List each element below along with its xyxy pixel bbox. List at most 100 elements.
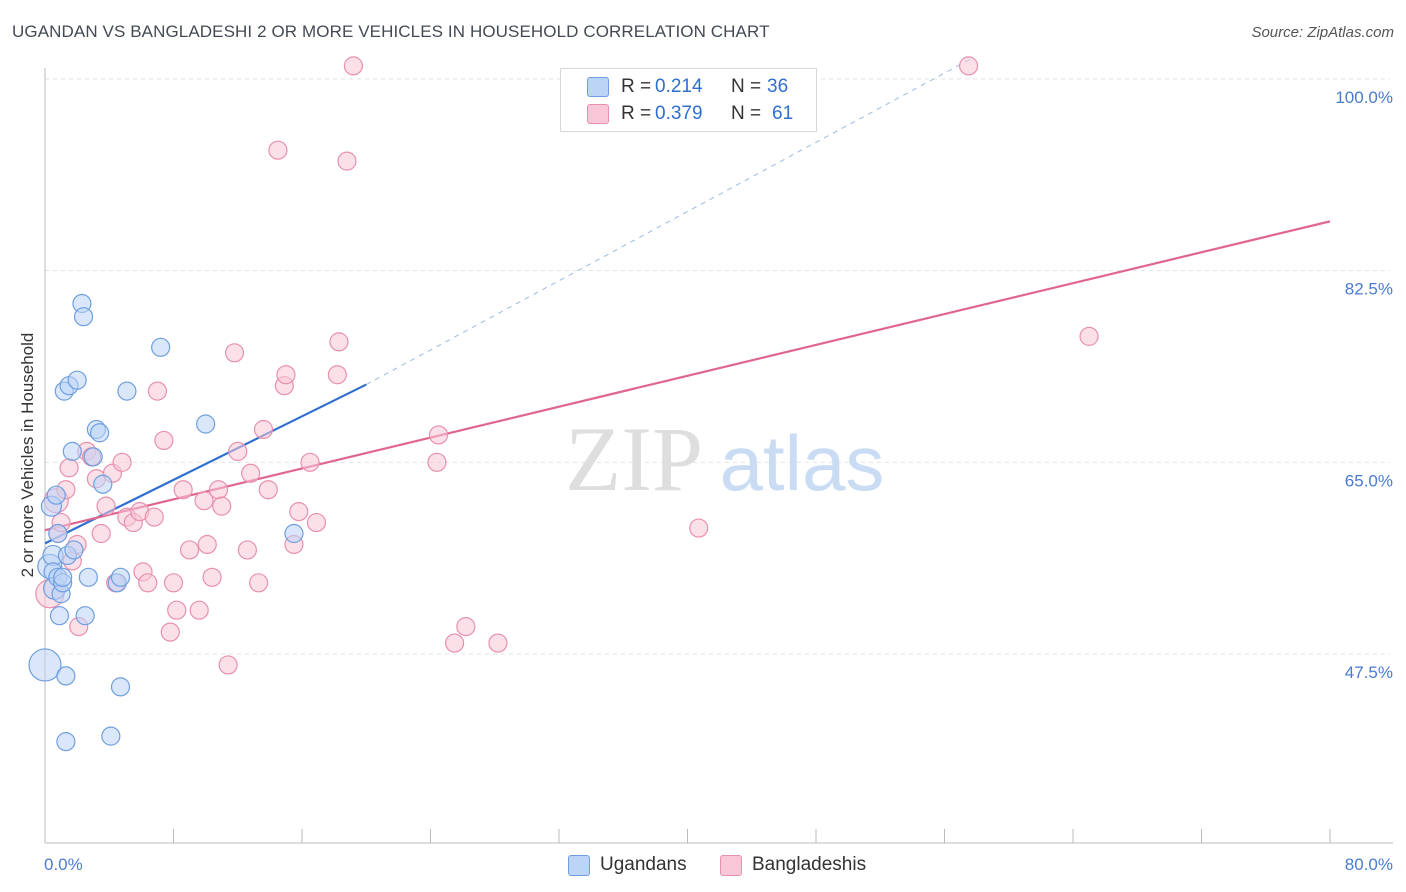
data-point: [237, 540, 257, 560]
data-point: [329, 332, 349, 352]
data-point: [488, 633, 508, 653]
legend-label: Bangladeshis: [752, 854, 867, 875]
data-point: [208, 480, 229, 500]
data-point: [90, 423, 110, 443]
bangladeshis-swatch: [587, 104, 609, 124]
y-tick-label: 65.0%: [1345, 471, 1393, 490]
data-point: [343, 56, 363, 76]
data-point: [138, 573, 158, 593]
data-point: [189, 600, 209, 620]
source-label: Source: ZipAtlas.com: [1251, 24, 1394, 41]
data-point: [689, 518, 709, 538]
legend-item-ugandans[interactable]: Ugandans: [568, 852, 687, 878]
n-label: N =: [731, 103, 762, 124]
y-axis-title: 2 or more Vehicles in Household: [18, 333, 37, 578]
data-point: [179, 540, 200, 560]
data-point: [144, 507, 164, 527]
r-label: R =: [621, 76, 652, 97]
series-legend: Ugandans Bangladeshis: [0, 852, 1406, 878]
y-tick-label: 100.0%: [1335, 88, 1393, 107]
data-point: [1079, 326, 1099, 346]
data-point: [154, 430, 174, 451]
trend-lines: [44, 58, 1331, 545]
data-point: [327, 365, 347, 385]
ugandans-swatch: [568, 854, 590, 876]
data-point: [268, 140, 288, 160]
data-point: [212, 496, 232, 516]
data-point: [48, 523, 68, 544]
data-point: [91, 523, 111, 544]
data-point: [110, 677, 131, 697]
stats-legend: R = 0.214 N = 36 R = 0.379 N = 61: [560, 68, 817, 132]
data-point: [160, 622, 180, 642]
watermark-atlas: atlas: [720, 419, 885, 507]
data-point: [64, 540, 84, 560]
tick-labels: 47.5% 65.0% 82.5% 100.0% 0.0% 80.0%: [44, 88, 1393, 874]
data-point: [249, 573, 269, 593]
data-point: [49, 606, 70, 626]
n-value: 61: [772, 103, 794, 124]
legend-label: Ugandans: [600, 854, 687, 875]
r-value: 0.379: [655, 103, 703, 124]
data-point: [958, 56, 979, 76]
data-point: [56, 732, 76, 752]
grid-lines: [45, 78, 1390, 655]
data-point: [202, 567, 222, 587]
data-point: [218, 655, 238, 675]
data-point: [110, 567, 131, 587]
y-tick-label: 47.5%: [1345, 663, 1393, 682]
data-point: [147, 381, 168, 401]
data-point: [224, 343, 245, 363]
data-point: [284, 523, 304, 544]
trend-line: [44, 220, 1331, 532]
data-point: [167, 600, 187, 620]
data-point: [75, 606, 95, 626]
data-point: [427, 452, 447, 472]
r-value: 0.214: [655, 76, 703, 97]
data-point: [194, 491, 214, 511]
data-point: [253, 419, 274, 440]
data-point: [28, 648, 62, 682]
ugandans-swatch: [587, 77, 609, 97]
data-point: [93, 474, 113, 494]
data-point: [163, 573, 184, 593]
data-point: [444, 633, 465, 653]
trend-extension: [366, 58, 971, 386]
r-label: R =: [621, 103, 652, 124]
data-point: [56, 666, 76, 686]
data-point: [241, 463, 261, 483]
data-point: [59, 458, 79, 478]
data-point: [101, 726, 121, 746]
data-point: [67, 370, 87, 390]
data-point: [428, 425, 449, 445]
n-label: N =: [731, 76, 762, 97]
x-tick-label: 80.0%: [1345, 855, 1393, 874]
data-point: [73, 307, 94, 327]
bangladeshis-swatch: [720, 854, 742, 876]
data-point: [78, 567, 98, 587]
data-point: [306, 512, 327, 533]
watermark: ZIP atlas: [565, 408, 884, 510]
watermark-zip: ZIP: [565, 408, 703, 510]
data-points: [28, 56, 1099, 752]
y-tick-label: 82.5%: [1345, 280, 1393, 299]
data-point: [46, 485, 66, 505]
data-point: [258, 480, 278, 500]
x-tick-label: 0.0%: [44, 855, 83, 874]
chart-title: UGANDAN VS BANGLADESHI 2 OR MORE VEHICLE…: [12, 22, 770, 41]
data-point: [83, 447, 103, 467]
data-point: [96, 496, 116, 516]
data-point: [197, 534, 217, 555]
data-point: [112, 452, 132, 472]
data-point: [151, 337, 171, 357]
data-point: [300, 452, 320, 472]
data-point: [289, 502, 309, 522]
data-point: [117, 381, 137, 401]
data-point: [337, 151, 357, 171]
data-point: [456, 617, 476, 637]
data-point: [53, 567, 73, 587]
data-point: [228, 441, 248, 461]
legend-item-bangladeshis[interactable]: Bangladeshis: [720, 852, 866, 878]
axes: [44, 68, 1393, 844]
